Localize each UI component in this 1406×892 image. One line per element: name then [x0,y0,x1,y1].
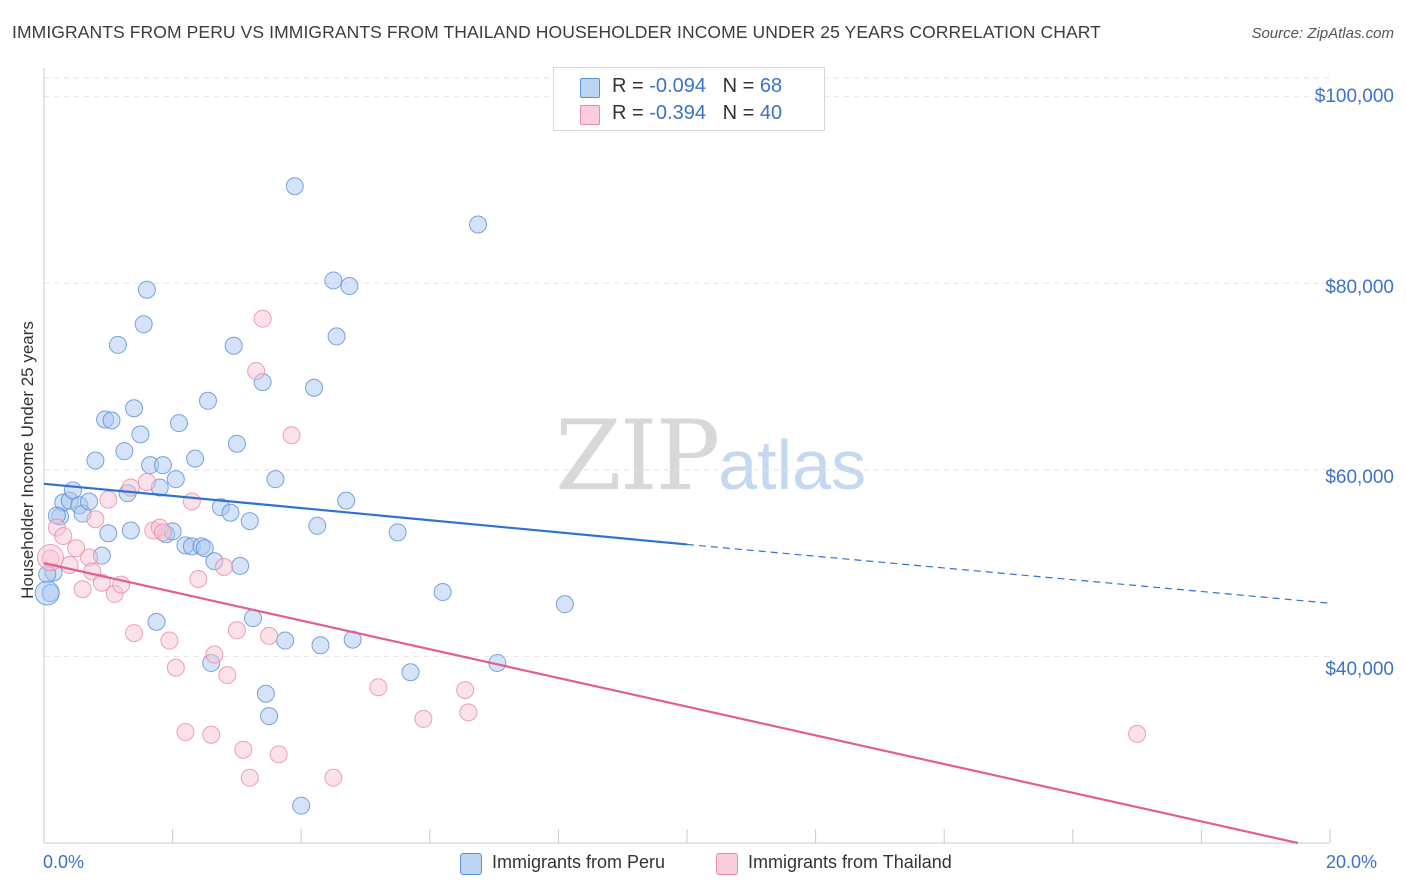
peru-point [305,378,324,397]
y-tick-label: $40,000 [1325,659,1394,680]
thailand-point [153,523,172,542]
peru-point [166,470,185,489]
thailand-point [234,740,253,759]
thailand-point [137,472,156,491]
peru-point [121,521,140,540]
peru-point [99,524,118,543]
thailand-legend-label: Immigrants from Thailand [748,852,952,872]
peru-point [186,449,205,468]
thailand-point [67,539,86,558]
peru-point [102,411,121,430]
y-tick-label: $80,000 [1325,277,1394,298]
peru-point [324,271,343,290]
thailand-point [92,573,111,592]
y-tick-label: $60,000 [1325,467,1394,488]
peru-point [134,315,153,334]
thailand-point [1128,724,1147,743]
thailand-point [369,678,388,697]
thailand-point [218,666,237,685]
thailand-trend-line [43,562,1299,845]
peru-point [555,595,574,614]
thailand-point [125,624,144,643]
peru-point [231,556,250,575]
peru-point [388,523,407,542]
thailand-point [166,658,185,677]
peru-point [86,451,105,470]
peru-point [224,336,243,355]
thailand-point [240,768,259,787]
watermark: ZIPatlas [555,400,867,512]
peru-swatch [580,78,600,98]
source-label: Source: ZipAtlas.com [1251,25,1394,42]
thailand-legend-swatch [716,853,738,875]
thailand-point [247,361,266,380]
peru-trend-line [43,482,688,546]
chart-title: IMMIGRANTS FROM PERU VS IMMIGRANTS FROM … [12,22,1101,42]
peru-point [327,327,346,346]
thailand-point [269,745,288,764]
thailand-point [215,557,234,576]
peru-point [170,414,189,433]
thailand-point [160,631,179,650]
peru-point [80,492,99,511]
peru-point [311,636,330,655]
thailand-point [73,580,92,599]
peru-point [198,391,217,410]
peru-point [308,516,327,535]
y-tick-label: $100,000 [1314,86,1394,107]
peru-point [260,707,279,726]
thailand-point [456,681,475,699]
peru-point [34,580,60,606]
thailand-point [282,426,301,445]
thailand-point [260,626,279,645]
peru-point [276,631,295,650]
peru-point [195,539,214,558]
x-tick-label-left: 0.0% [43,852,85,872]
peru-point [221,503,240,522]
peru-point [125,399,144,418]
peru-point [227,434,246,453]
thailand-point [99,490,118,509]
peru-point [337,491,356,510]
thailand-point [54,527,73,546]
peru-point [285,177,304,196]
peru-point [469,215,488,234]
thailand-point [182,492,201,511]
peru-point [115,442,134,461]
thailand-point [205,645,224,664]
peru-point [153,456,172,475]
peru-point [108,335,127,354]
thailand-point [414,709,433,728]
thailand-point [227,621,246,640]
thailand-point [459,703,478,722]
thailand-point [253,309,272,328]
thailand-point [86,510,105,529]
peru-point [147,612,166,631]
peru-point [433,583,452,602]
peru-point [266,470,285,489]
thailand-point [202,725,221,744]
peru-point [401,663,420,682]
thailand-point [324,768,343,787]
peru-point [256,684,275,703]
peru-legend-swatch [460,853,482,875]
correlation-legend: R = -0.094 N = 68 R = -0.394 N = 40 [553,67,825,131]
peru-point [131,425,150,444]
peru-trend-extension [686,543,1331,604]
peru-point [340,277,359,296]
thailand-swatch [580,105,600,125]
peru-legend-label: Immigrants from Peru [492,852,666,872]
peru-point [240,512,259,531]
x-tick-label-right: 20.0% [1326,852,1378,872]
thailand-point [176,722,195,741]
peru-point [137,280,156,299]
peru-point [292,796,311,815]
thailand-point [189,569,208,588]
